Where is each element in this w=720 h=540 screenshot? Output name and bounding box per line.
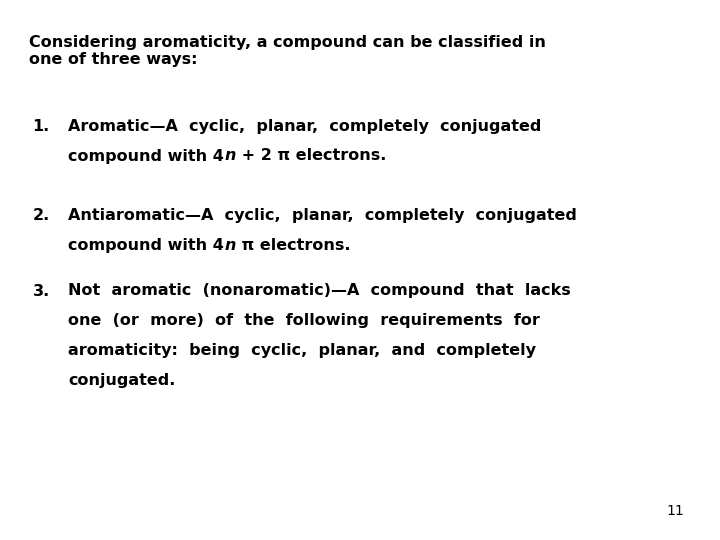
- Text: Aromatic—A  cyclic,  planar,  completely  conjugated: Aromatic—A cyclic, planar, completely co…: [68, 119, 541, 134]
- Text: aromaticity:  being  cyclic,  planar,  and  completely: aromaticity: being cyclic, planar, and c…: [68, 343, 536, 358]
- Text: one  (or  more)  of  the  following  requirements  for: one (or more) of the following requireme…: [68, 313, 540, 328]
- Text: π electrons.: π electrons.: [235, 238, 350, 253]
- Text: 1.: 1.: [32, 119, 50, 134]
- Text: compound with 4: compound with 4: [68, 238, 224, 253]
- Text: n: n: [224, 238, 235, 253]
- Text: 11: 11: [666, 504, 684, 518]
- Text: Not  aromatic  (nonaromatic)—A  compound  that  lacks: Not aromatic (nonaromatic)—A compound th…: [68, 284, 571, 299]
- Text: 2.: 2.: [32, 208, 50, 223]
- Text: 3.: 3.: [32, 284, 50, 299]
- Text: + 2 π electrons.: + 2 π electrons.: [235, 148, 386, 164]
- Text: conjugated.: conjugated.: [68, 373, 176, 388]
- Text: n: n: [224, 148, 235, 164]
- Text: Antiaromatic—A  cyclic,  planar,  completely  conjugated: Antiaromatic—A cyclic, planar, completel…: [68, 208, 577, 223]
- Text: compound with 4: compound with 4: [68, 148, 224, 164]
- Text: Considering aromaticity, a compound can be classified in
one of three ways:: Considering aromaticity, a compound can …: [29, 35, 546, 68]
